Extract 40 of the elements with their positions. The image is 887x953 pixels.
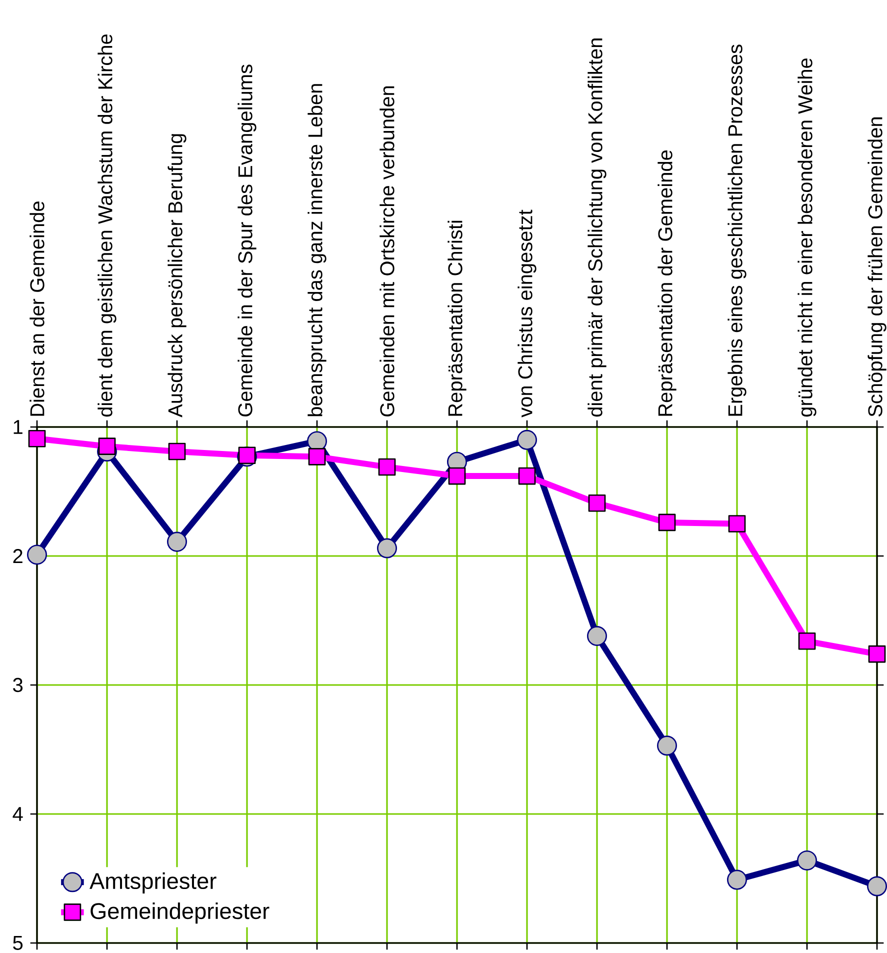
point bbox=[727, 870, 747, 890]
x-tick-label: von Christus eingesetzt bbox=[518, 210, 536, 418]
point bbox=[308, 448, 326, 466]
point bbox=[168, 442, 186, 460]
point bbox=[166, 532, 188, 552]
x-tick-label: dient dem geistlichen Wachstum der Kirche bbox=[98, 34, 116, 417]
legend-label: Gemeindepriester bbox=[90, 902, 270, 924]
point bbox=[98, 438, 116, 456]
point bbox=[728, 515, 746, 532]
x-tick-label: Gemeinden mit Ortskirche verbunden bbox=[380, 86, 394, 416]
x-tick-label: beansprucht das ganz innerste Leben bbox=[308, 84, 326, 416]
y-tick-label: 2 bbox=[13, 549, 22, 563]
point bbox=[28, 430, 46, 448]
x-tick-label: Schöpfung der frühen Gemeinden bbox=[868, 117, 886, 417]
y-tick-label: 4 bbox=[12, 807, 23, 821]
point bbox=[517, 430, 537, 450]
y-tick-label: 3 bbox=[13, 678, 23, 692]
x-tick-label: gründet nicht in einer besonderen Weihe bbox=[798, 58, 816, 417]
point bbox=[657, 736, 677, 756]
x-tick-label: Gemeinde in der Spur des Evangeliums bbox=[238, 64, 256, 416]
legend-label: Amtspriester bbox=[90, 872, 216, 894]
point bbox=[26, 544, 48, 565]
point bbox=[798, 632, 816, 650]
point bbox=[587, 626, 607, 646]
point bbox=[588, 494, 606, 512]
x-tick-label: Ausdruck persönlicher Berufung bbox=[168, 134, 186, 418]
point bbox=[868, 645, 886, 663]
point bbox=[448, 467, 466, 485]
point bbox=[797, 850, 818, 870]
x-tick-label: dient primär der Schlichtung von Konflikten bbox=[588, 38, 606, 417]
x-tick-label: Ergebnis eines geschichtlichen Prozesses bbox=[728, 44, 746, 416]
x-tick-label: Repräsentation Christi bbox=[448, 220, 466, 416]
x-tick-label: Repräsentation der Gemeinde bbox=[658, 150, 676, 416]
y-tick-label: 1 bbox=[14, 420, 22, 434]
y-tick-label: 5 bbox=[13, 936, 23, 950]
point bbox=[378, 458, 396, 476]
point bbox=[376, 538, 398, 558]
point bbox=[518, 467, 536, 485]
x-tick-label: Dienst an der Gemeinde bbox=[30, 202, 44, 416]
point bbox=[658, 514, 676, 532]
